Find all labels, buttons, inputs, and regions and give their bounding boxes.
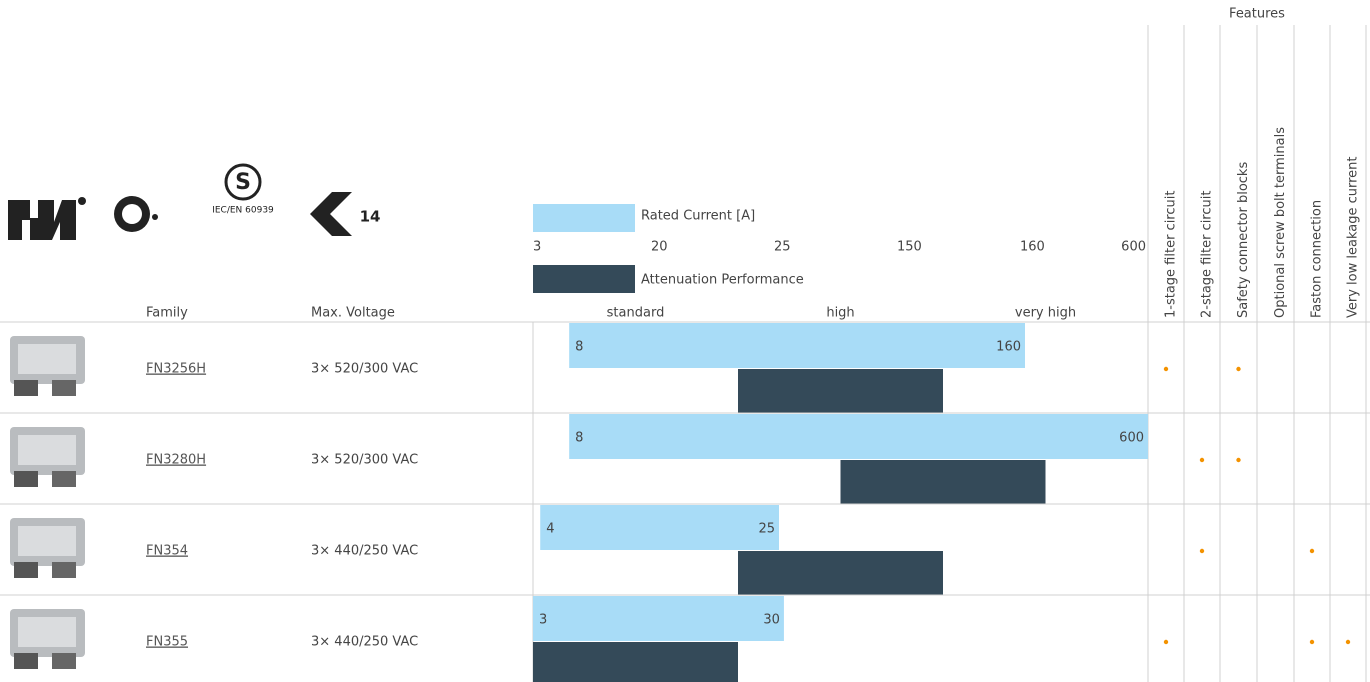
feature-dot <box>1309 639 1315 645</box>
feature-label: 1-stage filter circuit <box>1164 191 1179 318</box>
legend-label: Attenuation Performance <box>641 273 804 288</box>
voltage: 3× 520/300 VAC <box>311 453 418 468</box>
s-mark-logo: S IEC/EN 60939 <box>212 163 274 216</box>
family-link[interactable]: FN355 <box>146 635 188 650</box>
feature-dot <box>1236 457 1241 463</box>
feature-label: 2-stage filter circuit <box>1200 191 1215 318</box>
family-link[interactable]: FN3280H <box>146 453 206 468</box>
enec-logo: 14 <box>310 192 380 236</box>
product-image <box>10 427 85 487</box>
bar-label: 160 <box>996 340 1021 355</box>
tick-label: 20 <box>651 240 668 255</box>
tick-label: 25 <box>774 240 791 255</box>
bar-label: 8 <box>575 340 583 355</box>
tick-label: 3 <box>533 240 541 255</box>
image-part <box>18 526 76 556</box>
image-part <box>14 653 38 669</box>
image-part <box>52 562 76 578</box>
tick-label: 160 <box>1020 240 1045 255</box>
svg-text:14: 14 <box>360 208 381 226</box>
feature-label: Faston connection <box>1310 200 1325 318</box>
feature-dot <box>1199 548 1205 554</box>
feature-label: Optional screw bolt terminals <box>1273 127 1288 318</box>
voltage: 3× 440/250 VAC <box>311 635 418 650</box>
image-part <box>52 380 76 396</box>
attenuation-bar <box>738 369 943 413</box>
column-header: Max. Voltage <box>311 306 395 321</box>
tick-label: 600 <box>1121 240 1146 255</box>
attenuation-bar <box>738 551 943 595</box>
column-header: Family <box>146 306 188 321</box>
legend-label: Rated Current [A] <box>641 209 755 224</box>
rated-current-bar <box>569 414 1148 459</box>
tick-label: 150 <box>897 240 922 255</box>
bar-label: 25 <box>758 522 775 537</box>
attenuation-bar <box>533 642 738 682</box>
attenuation-level: standard <box>607 306 665 321</box>
ul-logo <box>8 197 86 240</box>
bar-label: 30 <box>763 613 780 628</box>
image-part <box>18 435 76 465</box>
rated-current-bar <box>540 505 779 550</box>
cert-label: IEC/EN 60939 <box>212 206 274 216</box>
image-part <box>14 471 38 487</box>
product-image <box>10 518 85 578</box>
feature-dot <box>1309 548 1315 554</box>
legend-swatch <box>533 204 635 232</box>
feature-dot <box>1163 366 1169 372</box>
attenuation-bar <box>840 460 1046 504</box>
image-part <box>14 562 38 578</box>
image-part <box>52 653 76 669</box>
bar-label: 8 <box>575 431 583 446</box>
family-link[interactable]: FN354 <box>146 544 188 559</box>
svg-text:S: S <box>235 170 251 195</box>
product-image <box>10 609 85 669</box>
bar-label: 4 <box>546 522 554 537</box>
feature-dot <box>1163 639 1169 645</box>
product-image <box>10 336 85 396</box>
rated-current-bar <box>533 596 784 641</box>
bar-label: 3 <box>539 613 547 628</box>
image-part <box>14 380 38 396</box>
feature-dot <box>1345 639 1351 645</box>
image-part <box>18 344 76 374</box>
legend-swatch <box>533 265 635 293</box>
features-title: Features <box>1229 7 1285 22</box>
voltage: 3× 440/250 VAC <box>311 544 418 559</box>
voltage: 3× 520/300 VAC <box>311 362 418 377</box>
csa-logo <box>114 196 158 232</box>
feature-dot <box>1236 366 1241 372</box>
feature-dot <box>1199 457 1205 463</box>
attenuation-level: high <box>826 306 854 321</box>
rated-current-bar <box>569 323 1025 368</box>
image-part <box>52 471 76 487</box>
bar-label: 600 <box>1119 431 1144 446</box>
feature-label: Very low leakage current <box>1346 156 1361 318</box>
feature-label: Safety connector blocks <box>1236 162 1251 318</box>
family-link[interactable]: FN3256H <box>146 362 206 377</box>
attenuation-level: very high <box>1015 306 1076 321</box>
image-part <box>18 617 76 647</box>
